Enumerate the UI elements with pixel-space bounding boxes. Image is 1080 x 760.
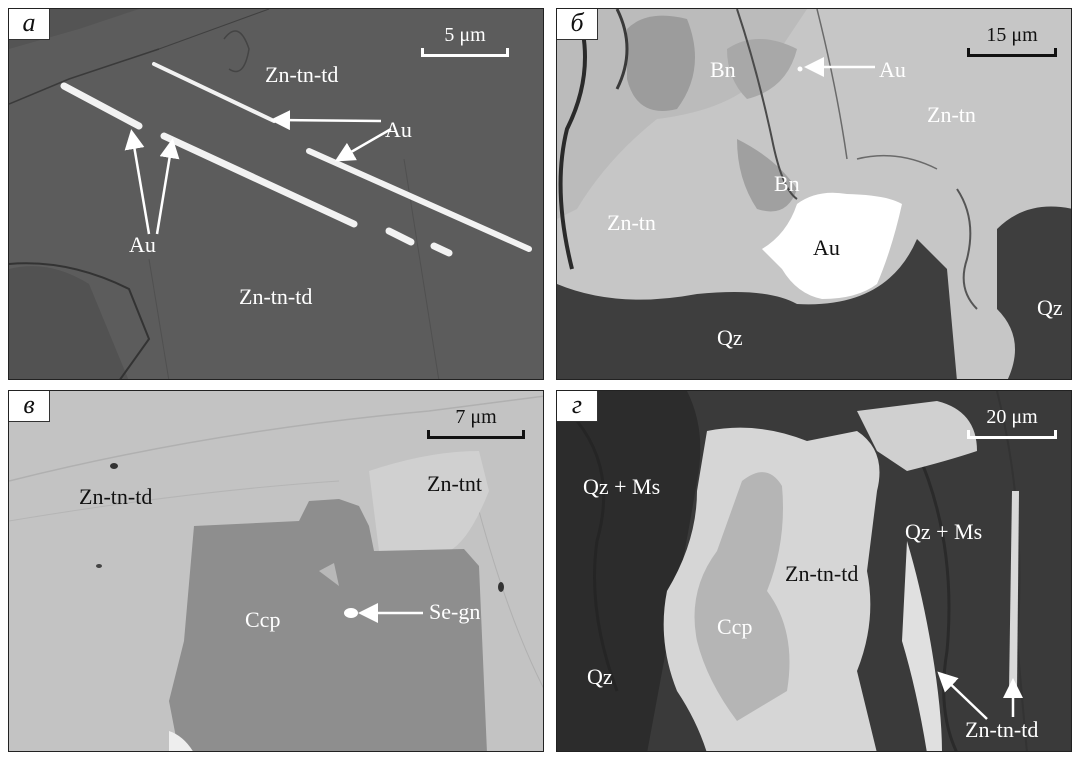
panel-b-label-bn-mid: Bn bbox=[774, 171, 800, 196]
panel-a-label-host-bottom: Zn-tn-td bbox=[239, 284, 313, 309]
panel-g-scale-bar: 20 μm bbox=[967, 407, 1057, 439]
panel-a-scale-bar: 5 μm bbox=[421, 25, 509, 57]
panel-a-label-au-left: Au bbox=[129, 232, 156, 257]
panel-v-label-se-gn: Se-gn bbox=[429, 599, 481, 624]
panel-a-micrograph bbox=[9, 9, 543, 379]
panel-a-label-au-right: Au bbox=[385, 117, 412, 142]
panel-v-label-zn-tn-td: Zn-tn-td bbox=[79, 484, 153, 509]
panel-b: б 15 μm Bn Au Zn-tn Bn Zn-tn Au Qz Qz bbox=[556, 8, 1072, 380]
panel-g-label-zn-tn-td-bottom: Zn-tn-td bbox=[965, 717, 1039, 742]
panel-a-label-host-top: Zn-tn-td bbox=[265, 62, 339, 87]
panel-v-scale-bar: 7 μm bbox=[427, 407, 525, 439]
panel-a-scale-label: 5 μm bbox=[444, 24, 486, 46]
panel-g-label-ccp: Ccp bbox=[717, 614, 753, 639]
panel-v-letter: в bbox=[9, 391, 50, 422]
panel-g-label-qz-ms-right: Qz + Ms bbox=[905, 519, 983, 544]
panel-a: а 5 μm Zn-tn-td Au Au Zn-tn-td bbox=[8, 8, 544, 380]
panel-v-micrograph bbox=[9, 391, 543, 751]
panel-b-label-zn-tn-right: Zn-tn bbox=[927, 102, 976, 127]
panel-b-scale-bar: 15 μm bbox=[967, 25, 1057, 57]
panel-b-label-bn-top: Bn bbox=[710, 57, 736, 82]
panel-b-label-qz-right: Qz bbox=[1037, 295, 1063, 320]
panel-g: г 20 μm Qz + Ms Qz + Ms Zn-tn-td Ccp Qz … bbox=[556, 390, 1072, 752]
panel-v-label-zn-tnt: Zn-tnt bbox=[427, 471, 482, 496]
panel-b-micrograph bbox=[557, 9, 1071, 379]
panel-v-label-ccp: Ccp bbox=[245, 607, 281, 632]
panel-v-scale-label: 7 μm bbox=[455, 406, 497, 428]
panel-b-label-au-grain: Au bbox=[813, 235, 840, 260]
panel-a-letter: а bbox=[9, 9, 50, 40]
panel-g-label-zn-tn-td-mid: Zn-tn-td bbox=[785, 561, 859, 586]
panel-b-label-au-top: Au bbox=[879, 57, 906, 82]
panel-g-scale-label: 20 μm bbox=[986, 406, 1038, 428]
panel-b-scale-label: 15 μm bbox=[986, 24, 1038, 46]
panel-b-label-zn-tn-left: Zn-tn bbox=[607, 210, 656, 235]
panel-b-label-qz-bottom: Qz bbox=[717, 325, 743, 350]
panel-g-letter: г bbox=[557, 391, 598, 422]
panel-b-letter: б bbox=[557, 9, 598, 40]
panel-g-label-qz-ms-left: Qz + Ms bbox=[583, 474, 661, 499]
panel-g-label-qz: Qz bbox=[587, 664, 613, 689]
panel-v: в 7 μm Zn-tn-td Zn-tnt Ccp Se-gn bbox=[8, 390, 544, 752]
